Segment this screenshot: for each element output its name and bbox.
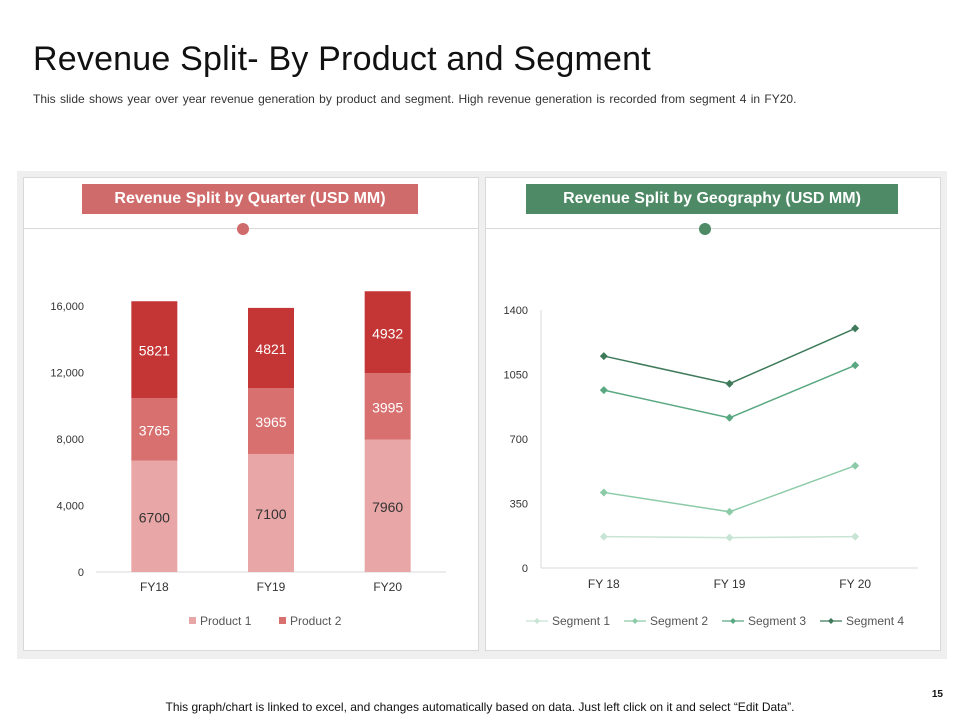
bar-segment [364, 439, 411, 572]
x-tick-label: FY20 [373, 580, 402, 594]
series-line [603, 327, 856, 385]
bar-data-label: 3995 [372, 399, 403, 415]
quarter-stacked-bar-chart[interactable]: 0 4,000 8,000 12,000 16,000 6700 3765 5821 FY18 7… [24, 178, 480, 652]
geography-chart-marker-dot [699, 223, 711, 235]
slide-subtitle: This slide shows year over year revenue … [33, 92, 797, 106]
legend-label: Product 1 [200, 614, 252, 628]
data-point-marker [725, 533, 734, 542]
bar-segment [364, 291, 411, 374]
legend-label: Product 2 [290, 614, 342, 628]
bar-data-label: 6700 [139, 509, 170, 525]
data-point-marker [599, 386, 608, 395]
data-point-marker [725, 413, 734, 422]
y-tick-label: 1400 [504, 305, 528, 317]
series-line [603, 364, 856, 419]
y-tick-label: 0 [522, 563, 528, 575]
data-point-marker [725, 379, 734, 388]
bar-data-label: 5821 [139, 343, 170, 359]
page-number: 15 [931, 689, 943, 700]
geography-line-chart[interactable]: 0 350 700 1050 1400 FY 18 FY 19 FY 20 Segment 1 S… [486, 178, 942, 652]
bar-data-label: 3965 [255, 414, 286, 430]
data-point-marker [599, 532, 608, 541]
slide-title: Revenue Split- By Product and Segment [33, 40, 651, 78]
y-tick-label: 16,000 [50, 301, 84, 313]
legend-label: Segment 2 [650, 614, 708, 628]
legend-marker [534, 618, 540, 624]
bar-segment [248, 388, 294, 454]
legend-label: Segment 4 [846, 614, 904, 628]
legend-marker [632, 618, 638, 624]
quarter-chart-divider [24, 228, 478, 229]
bar-segment [131, 398, 178, 461]
x-tick-label: FY18 [140, 580, 169, 594]
y-tick-label: 350 [510, 499, 528, 511]
quarter-chart-marker-dot [237, 223, 249, 235]
data-point-marker [851, 532, 860, 541]
data-point-marker [599, 488, 608, 497]
footer-note: This graph/chart is linked to excel, and… [165, 700, 795, 714]
data-point-marker [851, 361, 860, 370]
bar-segment [131, 301, 178, 399]
data-point-marker [725, 507, 734, 516]
quarter-chart-title: Revenue Split by Quarter (USD MM) [82, 184, 418, 214]
legend-label: Segment 1 [552, 614, 610, 628]
data-point-marker [851, 461, 860, 470]
y-tick-label: 0 [78, 567, 84, 579]
bar-segment [248, 307, 294, 389]
x-tick-label: FY 20 [839, 577, 871, 591]
geography-chart-title: Revenue Split by Geography (USD MM) [526, 184, 898, 214]
bar-data-label: 7960 [372, 499, 403, 515]
data-point-marker [851, 324, 860, 333]
x-tick-label: FY 19 [714, 577, 746, 591]
bar-segment [248, 453, 294, 572]
bar-data-label: 4821 [255, 341, 286, 357]
y-tick-label: 1050 [504, 370, 528, 382]
y-tick-label: 700 [510, 434, 528, 446]
bar-segment [364, 373, 411, 440]
y-tick-label: 12,000 [50, 368, 84, 380]
legend-marker [730, 618, 736, 624]
legend-marker [828, 618, 834, 624]
bar-data-label: 7100 [255, 506, 286, 522]
y-tick-label: 4,000 [56, 501, 84, 513]
legend-swatch [189, 617, 196, 624]
legend-swatch [279, 617, 286, 624]
geography-chart-panel[interactable]: Revenue Split by Geography (USD MM) 0 350… [485, 177, 941, 651]
bar-data-label: 4932 [372, 325, 403, 341]
y-tick-label: 8,000 [56, 434, 84, 446]
charts-container: Revenue Split by Quarter (USD MM) 0 4,000… [17, 171, 947, 659]
quarter-chart-panel[interactable]: Revenue Split by Quarter (USD MM) 0 4,000… [23, 177, 479, 651]
legend-label: Segment 3 [748, 614, 806, 628]
geography-chart-divider [486, 228, 940, 229]
data-point-marker [599, 352, 608, 361]
bar-data-label: 3765 [139, 422, 170, 438]
series-line [603, 465, 856, 513]
x-tick-label: FY19 [257, 580, 286, 594]
x-tick-label: FY 18 [588, 577, 620, 591]
bar-segment [131, 460, 178, 572]
